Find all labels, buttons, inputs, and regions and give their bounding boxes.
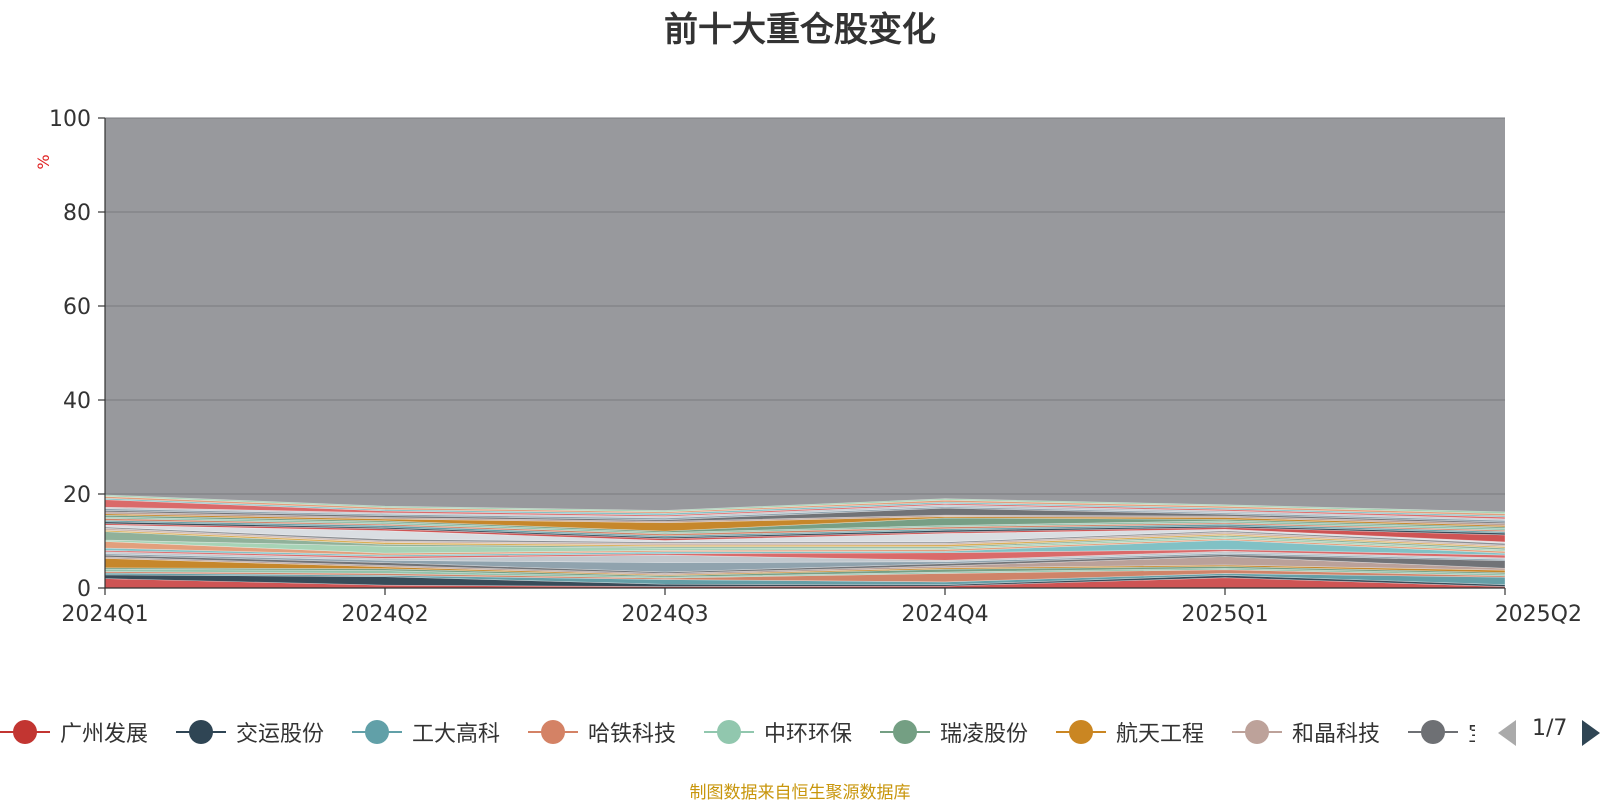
legend-label: 宝 xyxy=(1468,716,1475,748)
legend-next-page-icon[interactable] xyxy=(1582,720,1600,746)
legend-marker-icon xyxy=(176,720,226,744)
legend-item-1[interactable]: 广州发展 xyxy=(0,712,148,752)
x-tick-label: 2025Q1 xyxy=(1181,602,1268,627)
legend-page-indicator: 1/7 xyxy=(1532,716,1568,741)
legend-marker-icon xyxy=(1408,720,1458,744)
legend-item-6[interactable]: 瑞凌股份 xyxy=(880,712,1028,752)
legend-label: 中环环保 xyxy=(764,722,853,747)
y-tick-label: 80 xyxy=(63,201,91,226)
y-tick-label: 60 xyxy=(63,295,91,320)
legend-item-7[interactable]: 航天工程 xyxy=(1056,712,1204,752)
legend-label: 和晶科技 xyxy=(1292,722,1381,747)
x-tick-label: 2024Q2 xyxy=(341,602,428,627)
x-tick-label: 2025Q2 xyxy=(1495,602,1582,627)
y-tick-label: 100 xyxy=(49,107,91,132)
x-tick-label: 2024Q3 xyxy=(621,602,708,627)
legend-items: 广州发展 交运股份 工大高科 哈铁科技 中环环保 瑞凌股份 航天工程 和晶科技 宝 xyxy=(0,712,1475,752)
legend-label: 航天工程 xyxy=(1116,722,1205,747)
legend-label: 瑞凌股份 xyxy=(940,722,1029,747)
area-band-35 xyxy=(104,494,1506,515)
legend-marker-icon xyxy=(352,720,402,744)
legend-marker-icon xyxy=(1232,720,1282,744)
legend-item-5[interactable]: 中环环保 xyxy=(704,712,852,752)
legend-label: 交运股份 xyxy=(236,722,325,747)
legend-label: 工大高科 xyxy=(412,722,501,747)
legend-item-4[interactable]: 哈铁科技 xyxy=(528,712,676,752)
legend-marker-icon xyxy=(0,720,50,744)
legend-marker-icon xyxy=(528,720,578,744)
source-note: 制图数据来自恒生聚源数据库 xyxy=(689,783,911,803)
x-tick-label: 2024Q4 xyxy=(901,602,988,627)
legend-marker-icon xyxy=(880,720,930,744)
grid-layer xyxy=(105,117,1505,495)
legend: 广州发展 交运股份 工大高科 哈铁科技 中环环保 瑞凌股份 航天工程 和晶科技 宝 1/7 xyxy=(0,712,1600,752)
x-tick-label: 2024Q1 xyxy=(61,602,148,627)
y-tick-label: 40 xyxy=(63,389,91,414)
legend-label: 哈铁科技 xyxy=(588,722,677,747)
areas-layer xyxy=(104,118,1506,589)
y-tick-label: 20 xyxy=(63,483,91,508)
area-chart: 0 20 40 60 80 100 2024Q1 2024Q2 2024Q3 2024Q4 2025… xyxy=(34,107,1582,627)
legend-item-9[interactable]: 宝 xyxy=(1408,712,1475,752)
axis-layer: 0 20 40 60 80 100 2024Q1 2024Q2 2024Q3 2024Q4 2025… xyxy=(49,107,1582,627)
chart-title: 前十大重仓股变化 xyxy=(664,10,936,50)
legend-item-2[interactable]: 交运股份 xyxy=(176,712,324,752)
legend-marker-icon xyxy=(704,720,754,744)
legend-item-8[interactable]: 和晶科技 xyxy=(1232,712,1380,752)
y-tick-label: 0 xyxy=(77,577,91,602)
legend-label: 广州发展 xyxy=(60,722,149,747)
legend-marker-icon xyxy=(1056,720,1106,744)
legend-prev-page-icon[interactable] xyxy=(1498,720,1516,746)
legend-pager: 1/7 xyxy=(1498,712,1600,752)
legend-item-3[interactable]: 工大高科 xyxy=(352,712,500,752)
y-axis-label: % xyxy=(34,154,53,169)
